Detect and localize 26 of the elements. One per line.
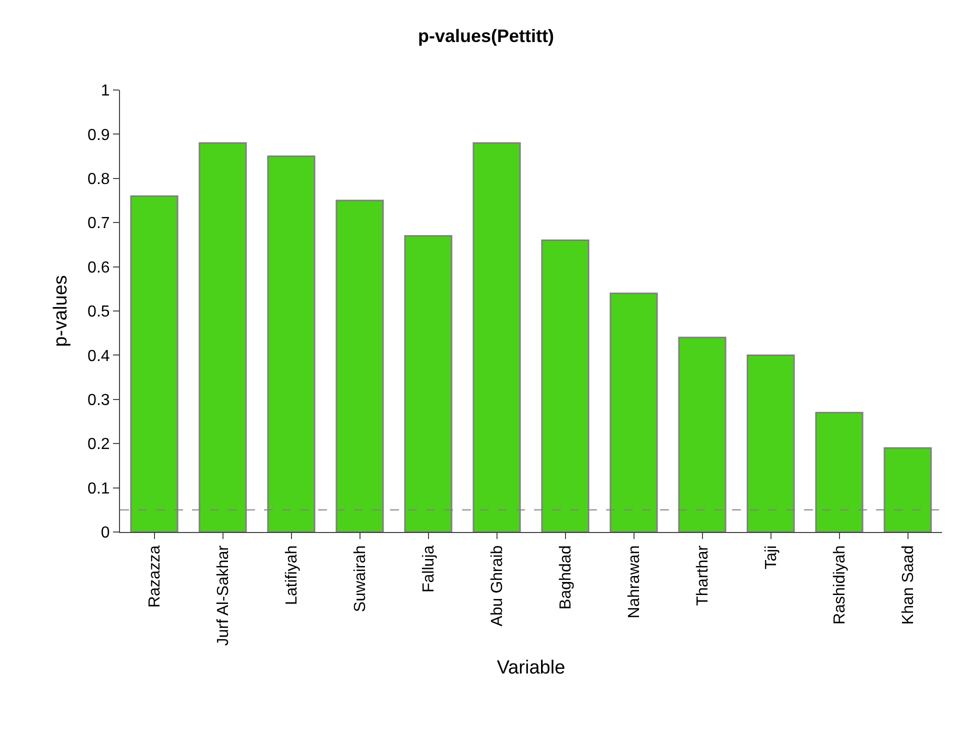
y-tick-label: 0.4 [88, 348, 110, 365]
x-tick-label: Falluja [420, 545, 438, 593]
y-tick-label: 0 [100, 524, 110, 542]
x-tick-label: Khan Saad [900, 545, 917, 625]
x-tick-label: Razazza [146, 545, 164, 608]
x-tick-label: Tharthar [694, 544, 712, 606]
y-tick-label: 0.1 [88, 480, 110, 498]
x-tick-label: Rashidiyah [831, 545, 848, 625]
y-tick-label: 0.3 [88, 392, 110, 409]
y-tick-label: 0.8 [88, 171, 110, 188]
y-tick-label: 0.9 [88, 126, 110, 144]
x-tick-label: Abu Ghraib [488, 545, 506, 626]
x-tick-label: Suwairah [352, 545, 369, 612]
y-tick-label: 0.7 [88, 215, 110, 232]
y-tick-label: 0.6 [88, 259, 110, 276]
y-axis-title: p-values [50, 275, 72, 347]
x-axis-title: Variable [496, 658, 566, 679]
x-tick-label: Taji [762, 545, 780, 570]
chart-title: p-values(Pettitt) [418, 26, 554, 46]
y-tick-label: 0.2 [88, 436, 110, 454]
x-tick-label: Latifiyah [283, 545, 300, 605]
x-tick-label: Baghdad [557, 545, 574, 610]
y-tick-label: 1 [100, 82, 110, 100]
x-tick-label: Jurf Al-Sakhar [214, 544, 232, 646]
x-tick-label: Nahrawan [626, 545, 643, 618]
y-tick-label: 0.5 [88, 304, 110, 321]
